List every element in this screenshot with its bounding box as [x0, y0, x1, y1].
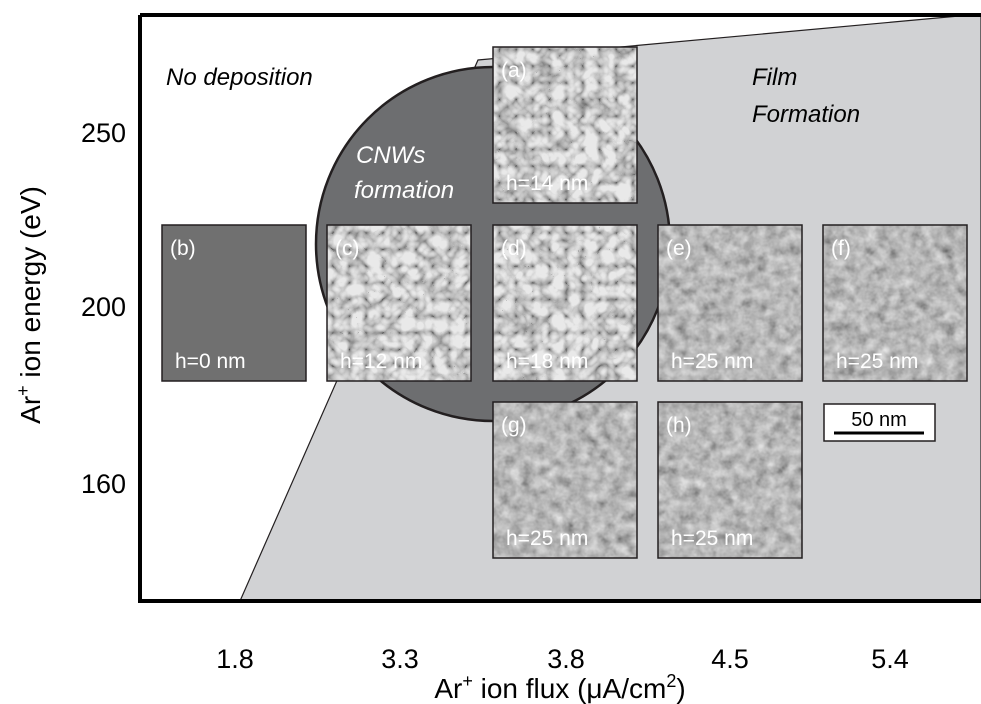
panel-caption: h=25 nm: [671, 527, 753, 550]
panel-label: (h): [666, 414, 692, 437]
region-label: Formation: [752, 101, 860, 128]
region-label: CNWs: [356, 142, 425, 169]
panel-caption: h=18 nm: [506, 350, 588, 373]
y-tick-label: 160: [81, 469, 126, 499]
panel-label: (g): [501, 414, 527, 437]
panel-caption: h=25 nm: [506, 527, 588, 550]
x-tick-label: 3.3: [381, 644, 419, 674]
panel-caption: h=25 nm: [836, 350, 918, 373]
scale-bar-label: 50 nm: [851, 409, 907, 431]
x-axis-title: Ar+ ion flux (μA/cm2): [434, 671, 685, 704]
panel-label: (c): [335, 237, 360, 260]
panel-caption: h=14 nm: [506, 172, 588, 195]
figure: No deposition CNWs formation Film Format…: [0, 0, 981, 704]
y-tick-label: 200: [81, 292, 126, 322]
y-tick-label: 250: [81, 118, 126, 148]
panel-label: (e): [666, 237, 692, 260]
x-tick-label: 1.8: [216, 644, 254, 674]
y-axis-title: Ar+ ion energy (eV): [13, 186, 46, 424]
panel-caption: h=25 nm: [671, 350, 753, 373]
panel-label: (b): [170, 237, 196, 260]
panel-label: (a): [501, 59, 527, 82]
x-tick-label: 4.5: [711, 644, 749, 674]
panel-label: (f): [831, 237, 851, 260]
region-label: Film: [752, 64, 797, 91]
panel-caption: h=12 nm: [340, 350, 422, 373]
panel-caption: h=0 nm: [175, 350, 246, 373]
region-label: formation: [354, 177, 454, 204]
panel-label: (d): [501, 237, 527, 260]
x-tick-label: 5.4: [871, 644, 909, 674]
region-label: No deposition: [166, 64, 313, 91]
x-tick-label: 3.8: [547, 644, 585, 674]
